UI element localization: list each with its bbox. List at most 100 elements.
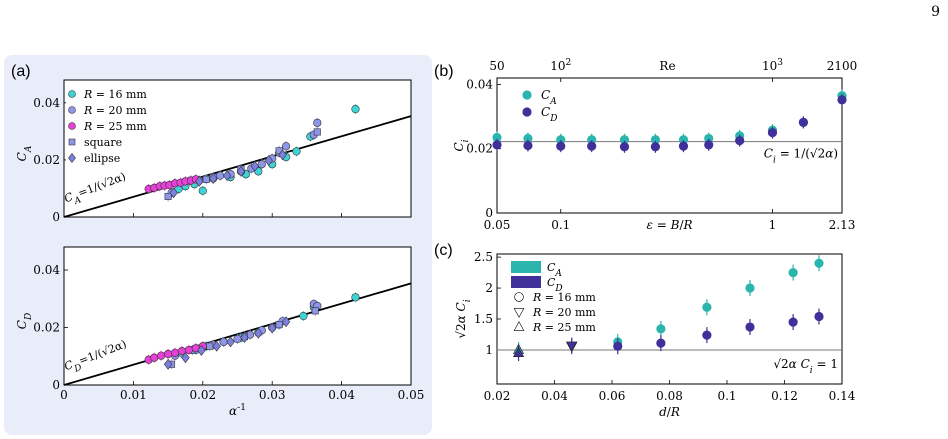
data-point [351, 293, 360, 302]
data-point [236, 165, 246, 177]
data-point [650, 135, 661, 145]
x-tick-label: 0.03 [259, 388, 286, 402]
y-tick-label: 0.04 [466, 77, 493, 91]
data-point [767, 128, 778, 138]
data-point [814, 258, 824, 268]
legend-label: CD [541, 105, 557, 124]
data-point [233, 334, 242, 344]
legend-marker [513, 321, 525, 331]
data-point [195, 175, 204, 187]
x-axis-label-b: ε = B/R [646, 218, 692, 232]
y-tick-label: 0.02 [33, 321, 60, 335]
top-tick-label: 102 [550, 58, 571, 73]
data-point [299, 311, 308, 321]
data-point [184, 345, 194, 355]
data-point [512, 346, 525, 358]
data-point [313, 128, 321, 136]
data-point [313, 118, 322, 127]
data-point [556, 135, 566, 145]
x-tick-label: 0.05 [484, 218, 511, 232]
data-point [702, 330, 712, 340]
data-point [164, 192, 172, 200]
data-point [492, 132, 502, 143]
x-axis-label-c: d/R [659, 405, 680, 419]
data-point [745, 283, 755, 293]
y-tick-label: 0.02 [466, 142, 493, 156]
data-point [250, 160, 260, 172]
legend-label: R = 16 mm [532, 291, 596, 304]
data-point [619, 135, 630, 145]
data-point [745, 322, 755, 332]
data-point [587, 141, 597, 151]
legend-label: CA [541, 88, 557, 107]
data-point [222, 170, 232, 182]
data-point [281, 316, 291, 328]
data-point [281, 142, 291, 151]
x-tick-label: 0.08 [656, 389, 683, 403]
x-tick-label: 0.1 [717, 389, 736, 403]
y-axis-label-b: Ci [452, 139, 471, 151]
y-tick-label: 0 [52, 210, 60, 224]
x-tick-label: 0.12 [771, 389, 798, 403]
y-tick-label: 2.5 [474, 250, 493, 264]
data-point [292, 147, 301, 156]
page-number: 9 [931, 4, 940, 20]
hline-label-b: Ci = 1/(√2α) [764, 147, 838, 166]
x-tick-label: 0 [60, 388, 68, 402]
x-tick-label: 0.04 [328, 388, 355, 402]
data-point [587, 135, 597, 145]
legend-marker [68, 152, 76, 164]
x-tick-label: 1 [769, 218, 777, 232]
data-point [164, 349, 173, 359]
data-point [704, 140, 714, 150]
top-tick-label: 103 [762, 58, 783, 73]
data-point [351, 105, 360, 114]
x-tick-label: 0.06 [599, 389, 626, 403]
y-tick-label: 1 [485, 343, 493, 357]
y-tick-label: 0 [52, 378, 60, 392]
legend-marker [68, 106, 76, 114]
data-point [702, 302, 712, 312]
y-axis-label-a-bottom: CD [15, 313, 34, 329]
top-tick-label: 2100 [827, 59, 858, 73]
data-point [788, 317, 798, 327]
y-axis-label-a-top: CA [15, 145, 34, 161]
y-tick-label: 0.04 [33, 96, 60, 110]
legend-marker [68, 90, 76, 98]
data-point [257, 160, 266, 169]
y-tick-label: 2 [485, 281, 493, 295]
data-point [704, 133, 714, 144]
legend-swatch [511, 276, 541, 288]
data-point [650, 142, 661, 152]
legend-swatch [511, 261, 541, 273]
data-point [219, 337, 228, 346]
data-point [613, 341, 623, 351]
data-point [198, 186, 207, 195]
legend-label: CA [547, 261, 562, 279]
data-point [206, 342, 214, 350]
plot-area-b [496, 77, 843, 214]
legend-marker [522, 90, 532, 100]
legend-label: square [84, 136, 122, 149]
data-point [678, 135, 689, 145]
data-point [814, 311, 824, 322]
data-point [268, 322, 277, 334]
legend-label: CD [547, 276, 563, 294]
plot-area-c [496, 253, 843, 385]
panel-label-a: (a) [11, 63, 31, 80]
legend-marker [68, 138, 76, 146]
legend-label: ellipse [84, 152, 120, 165]
data-point [678, 141, 689, 151]
x-tick-label: 0.14 [829, 389, 856, 403]
legend-label: R = 25 mm [532, 321, 596, 334]
data-point [216, 171, 225, 180]
x-tick-label: 0.1 [551, 218, 570, 232]
x-axis-label-a-bottom: α-1 [229, 403, 246, 418]
data-point [264, 155, 273, 166]
y-axis-label-c: √2α Ci [454, 299, 473, 338]
legend-label: R = 20 mm [532, 306, 596, 319]
legend-marker [514, 292, 524, 302]
data-point [181, 352, 190, 364]
data-point [523, 133, 533, 144]
